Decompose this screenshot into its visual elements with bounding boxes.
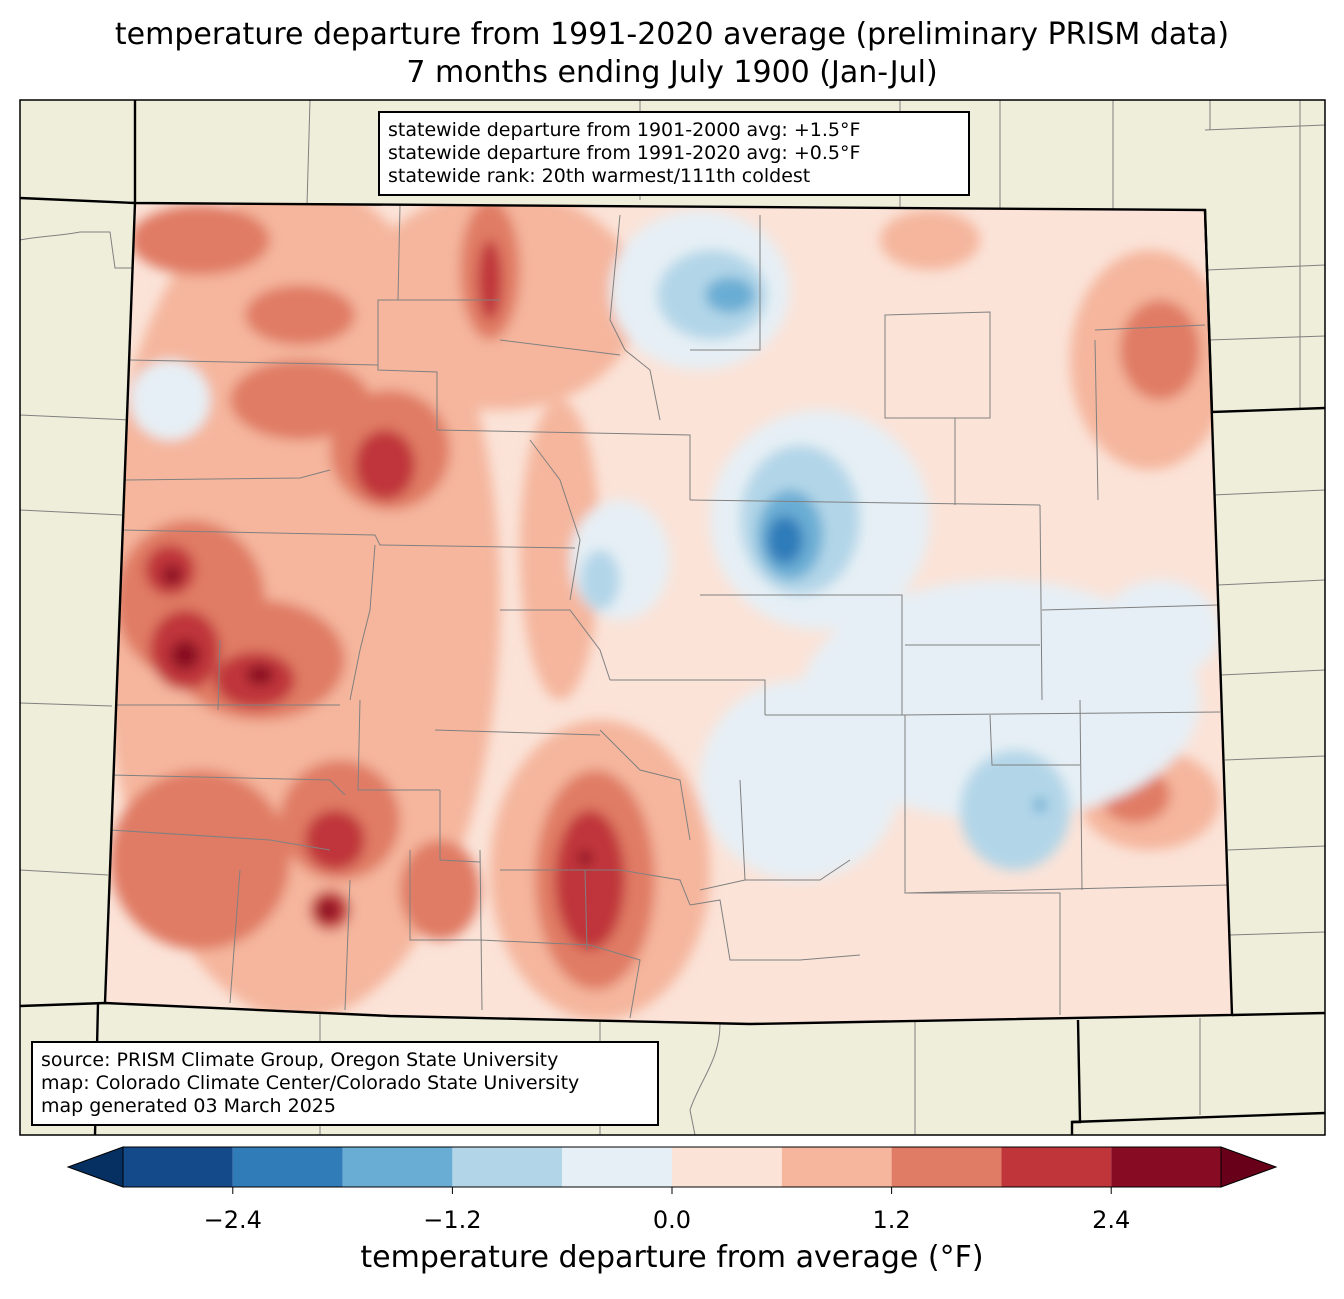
colorbar-segment (891, 1147, 1002, 1187)
colorbar-segment (232, 1147, 343, 1187)
colorbar-tick-label: 0.0 (652, 1206, 692, 1234)
county-lines (109, 204, 1231, 1019)
source-box: source: PRISM Climate Group, Oregon Stat… (31, 1041, 659, 1126)
colorbar-over-arrow (1220, 1146, 1278, 1188)
map-title-line-2: 7 months ending July 1900 (Jan-Jul) (406, 55, 938, 90)
colorbar-segment (781, 1147, 892, 1187)
colorbar-segment (562, 1147, 672, 1187)
stats-line-3: statewide rank: 20th warmest/111th colde… (388, 165, 811, 187)
colorbar-label: temperature departure from average (°F) (360, 1240, 984, 1275)
map-title-line-1: temperature departure from 1991-2020 ave… (114, 17, 1230, 52)
colorbar-segment (342, 1147, 453, 1187)
colorbar-segment (1111, 1147, 1221, 1187)
colorbar-segment (672, 1147, 782, 1187)
colorbar (66, 1146, 1278, 1194)
statewide-stats-box: statewide departure from 1901-2000 avg: … (378, 111, 970, 196)
colorbar-tick-label: −1.2 (423, 1206, 482, 1234)
source-line-1: source: PRISM Climate Group, Oregon Stat… (41, 1049, 559, 1071)
map-frame (19, 99, 1326, 1136)
colorbar-tick-label: 2.4 (1092, 1206, 1131, 1234)
colorbar-tick-label: −2.4 (203, 1206, 262, 1234)
stats-line-2: statewide departure from 1991-2020 avg: … (388, 142, 861, 164)
colorbar-under-arrow (66, 1146, 124, 1188)
source-line-3: map generated 03 March 2025 (41, 1095, 336, 1117)
temperature-field (105, 203, 1232, 1024)
colorbar-tick-label: 1.2 (872, 1206, 911, 1234)
colorbar-segment (123, 1147, 233, 1187)
colorbar-segment (452, 1147, 563, 1187)
stats-line-1: statewide departure from 1901-2000 avg: … (388, 119, 861, 141)
colorbar-segment (1001, 1147, 1112, 1187)
source-line-2: map: Colorado Climate Center/Colorado St… (41, 1072, 580, 1094)
